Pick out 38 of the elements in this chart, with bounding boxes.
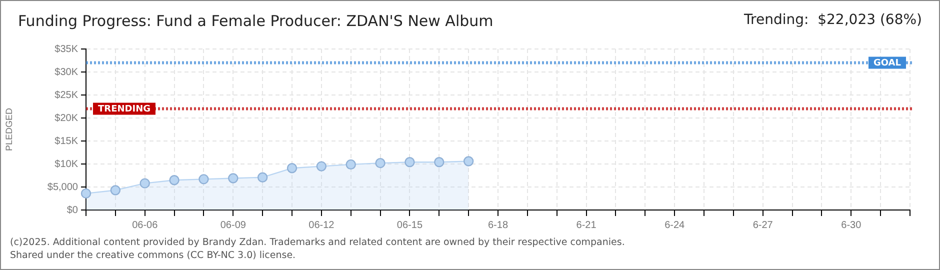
text: Shared under the creative commons (CC BY-NC 3.0) license. (10, 249, 297, 262)
y-axis-title: PLEDGED (4, 107, 14, 152)
point (169, 175, 180, 186)
y-tick-label: $15K (54, 136, 78, 147)
point (140, 178, 150, 188)
x-tick-label: 06-12 (308, 220, 335, 231)
x-tick-label: 6-18 (488, 220, 508, 231)
x-tick-label: 06-06 (132, 220, 158, 231)
point (110, 185, 121, 196)
point (80, 188, 92, 199)
y-tick-label: $0 (66, 204, 78, 216)
chart-title: Funding Progress: Fund a Female Producer: ZDAN'S New Album (18, 12, 494, 30)
ref-line-label: GOAL (874, 58, 902, 69)
x-tick-label: 06-15 (396, 220, 423, 231)
point (316, 161, 327, 172)
chart-subtitle: Trending: $22,023 (68%) (744, 12, 922, 28)
y-tick-label: $5,000 (47, 182, 78, 193)
point (198, 174, 209, 184)
point (404, 157, 415, 168)
x-tick-label: 6-21 (576, 220, 597, 231)
x-tick-label: 6-30 (841, 220, 862, 231)
point (463, 156, 474, 166)
y-tick-label: $25K (54, 90, 78, 101)
x-tick-label: 6-24 (664, 220, 686, 231)
point (257, 172, 268, 182)
point (375, 158, 386, 168)
x-tick-label: 06-09 (220, 220, 246, 231)
y-tick-label: $35K (54, 44, 78, 55)
y-tick-label: $30K (54, 66, 78, 78)
point (346, 159, 356, 170)
text: (c)2025. Additional content provided by Brandy Zdan. Trademarks and related content are owned by their respective companies. (10, 236, 625, 249)
y-tick-label: $10K (54, 158, 78, 170)
point (228, 173, 238, 184)
point (286, 163, 298, 174)
x-tick-label: 6-27 (752, 220, 774, 231)
y-tick-label: $20K (54, 112, 78, 124)
ref-line-label: TRENDING (98, 104, 150, 115)
point (434, 157, 444, 168)
